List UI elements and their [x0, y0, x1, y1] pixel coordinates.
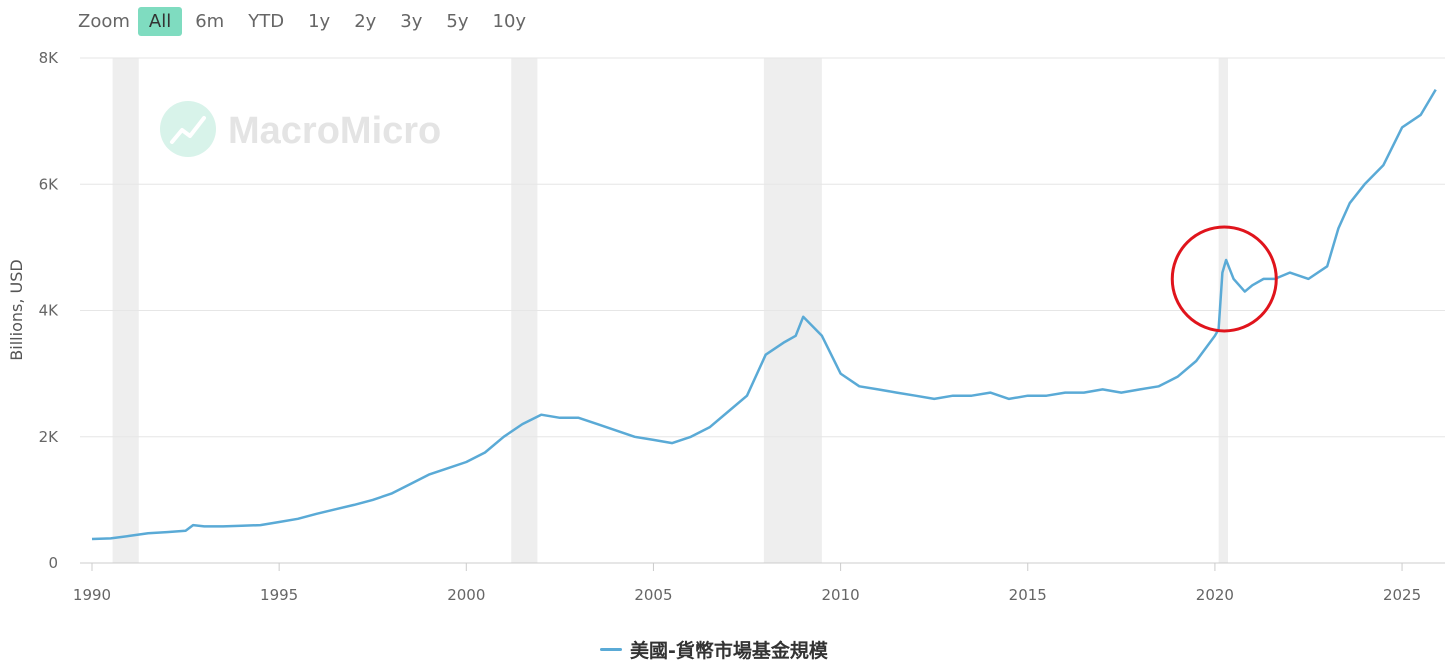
zoom-bar: Zoom All 6m YTD 1y 2y 3y 5y 10y	[70, 5, 539, 37]
watermark-logo-icon	[160, 101, 216, 157]
zoom-option-5y[interactable]: 5y	[435, 7, 479, 36]
series-line	[91, 88, 1437, 541]
zoom-option-6m[interactable]: 6m	[184, 7, 235, 36]
x-tick-label: 1990	[73, 586, 111, 604]
y-tick-label: 4K	[39, 302, 60, 320]
zoom-option-ytd[interactable]: YTD	[237, 7, 295, 36]
zoom-option-3y[interactable]: 3y	[389, 7, 433, 36]
x-tick-label: 2020	[1196, 586, 1234, 604]
x-tick-label: 2025	[1383, 586, 1421, 604]
x-tick-label: 2000	[447, 586, 485, 604]
watermark-trend-icon	[170, 116, 206, 144]
x-tick-label: 1995	[260, 586, 298, 604]
legend[interactable]: 美國-貨幣市場基金規模	[600, 636, 828, 663]
zoom-label: Zoom	[78, 10, 130, 32]
y-axis-title: Billions, USD	[7, 259, 26, 360]
x-axis: 1990 1995 2000 2005 2010 2015 2020 2025	[73, 563, 1421, 604]
zoom-option-1y[interactable]: 1y	[297, 7, 341, 36]
x-tick-label: 2010	[822, 586, 860, 604]
zoom-option-2y[interactable]: 2y	[343, 7, 387, 36]
y-axis-ticks: 0 2K 4K 6K 8K	[39, 49, 60, 572]
zoom-option-all[interactable]: All	[137, 6, 183, 36]
x-tick-label: 2005	[634, 586, 672, 604]
watermark: MacroMicro	[160, 101, 441, 157]
y-tick-label: 8K	[39, 49, 60, 67]
y-tick-label: 0	[48, 554, 58, 572]
legend-line-icon	[600, 648, 622, 651]
legend-label: 美國-貨幣市場基金規模	[630, 640, 828, 662]
annotation-circle	[1170, 225, 1278, 333]
y-tick-label: 6K	[39, 175, 60, 193]
grid-lines	[80, 57, 1445, 564]
y-tick-label: 2K	[39, 428, 60, 446]
zoom-option-10y[interactable]: 10y	[482, 7, 538, 36]
watermark-text: MacroMicro	[228, 110, 441, 152]
x-tick-label: 2015	[1009, 586, 1047, 604]
